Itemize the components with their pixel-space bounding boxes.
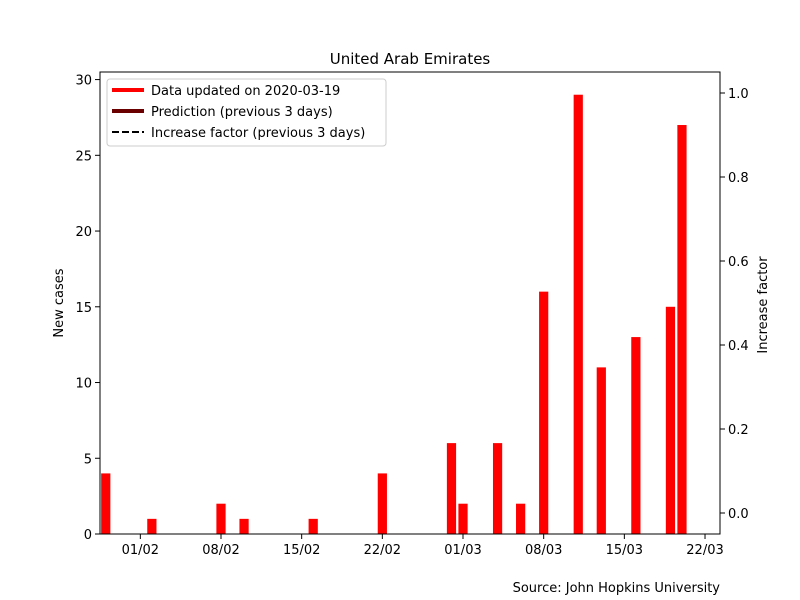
bar [665,306,676,534]
bar [216,503,226,534]
bar [492,443,503,534]
bar [516,503,526,534]
bar [458,503,468,534]
legend-label: Prediction (previous 3 days) [151,105,333,120]
bar [631,337,641,534]
y-tick-label: 10 [75,377,92,392]
bar [308,518,318,534]
plot-frame [99,71,721,535]
y2-axis-label: Increase factor [756,256,771,354]
x-tick-label: 08/02 [202,543,239,558]
x-tick-label: 15/02 [283,543,320,558]
source-note: Source: John Hopkins University [513,581,721,596]
x-tick-label: 22/02 [364,543,401,558]
y2-tick-label: 0.8 [728,171,749,186]
bar [539,291,549,534]
bar [677,125,687,534]
bar [446,443,457,534]
x-tick-label: 01/03 [444,543,481,558]
x-tick-label: 22/03 [686,543,723,558]
y-tick-label: 5 [84,452,92,467]
x-tick-label: 01/02 [122,543,159,558]
legend: Data updated on 2020-03-19 Prediction (pr… [106,78,387,147]
bar [101,473,111,534]
bar [377,473,387,534]
y2-tick-label: 0.6 [728,255,749,270]
axes: 0 5 10 15 20 25 30 0.0 0.2 0.4 0.6 0.8 1.0 01/02 08/02… [75,74,748,558]
bar [147,518,157,534]
y2-tick-label: 0.0 [728,507,749,522]
bar [239,518,249,534]
y-axis-label: New cases [52,268,67,337]
y2-tick-label: 0.4 [728,339,749,354]
y-tick-label: 15 [75,301,92,316]
bars [101,94,687,534]
legend-label: Data updated on 2020-03-19 [151,84,340,99]
legend-label: Increase factor (previous 3 days) [151,126,365,141]
chart-title: United Arab Emirates [330,50,491,68]
bar [596,367,606,534]
x-tick-label: 15/03 [606,543,643,558]
y-tick-label: 20 [75,225,92,240]
x-tick-label: 08/03 [525,543,562,558]
y-tick-label: 30 [75,74,92,89]
bar [573,94,583,534]
y2-tick-label: 1.0 [728,87,749,102]
legend-box [106,78,387,147]
y2-tick-label: 0.2 [728,423,749,438]
y-tick-label: 25 [75,149,92,164]
y-tick-label: 0 [84,528,92,543]
